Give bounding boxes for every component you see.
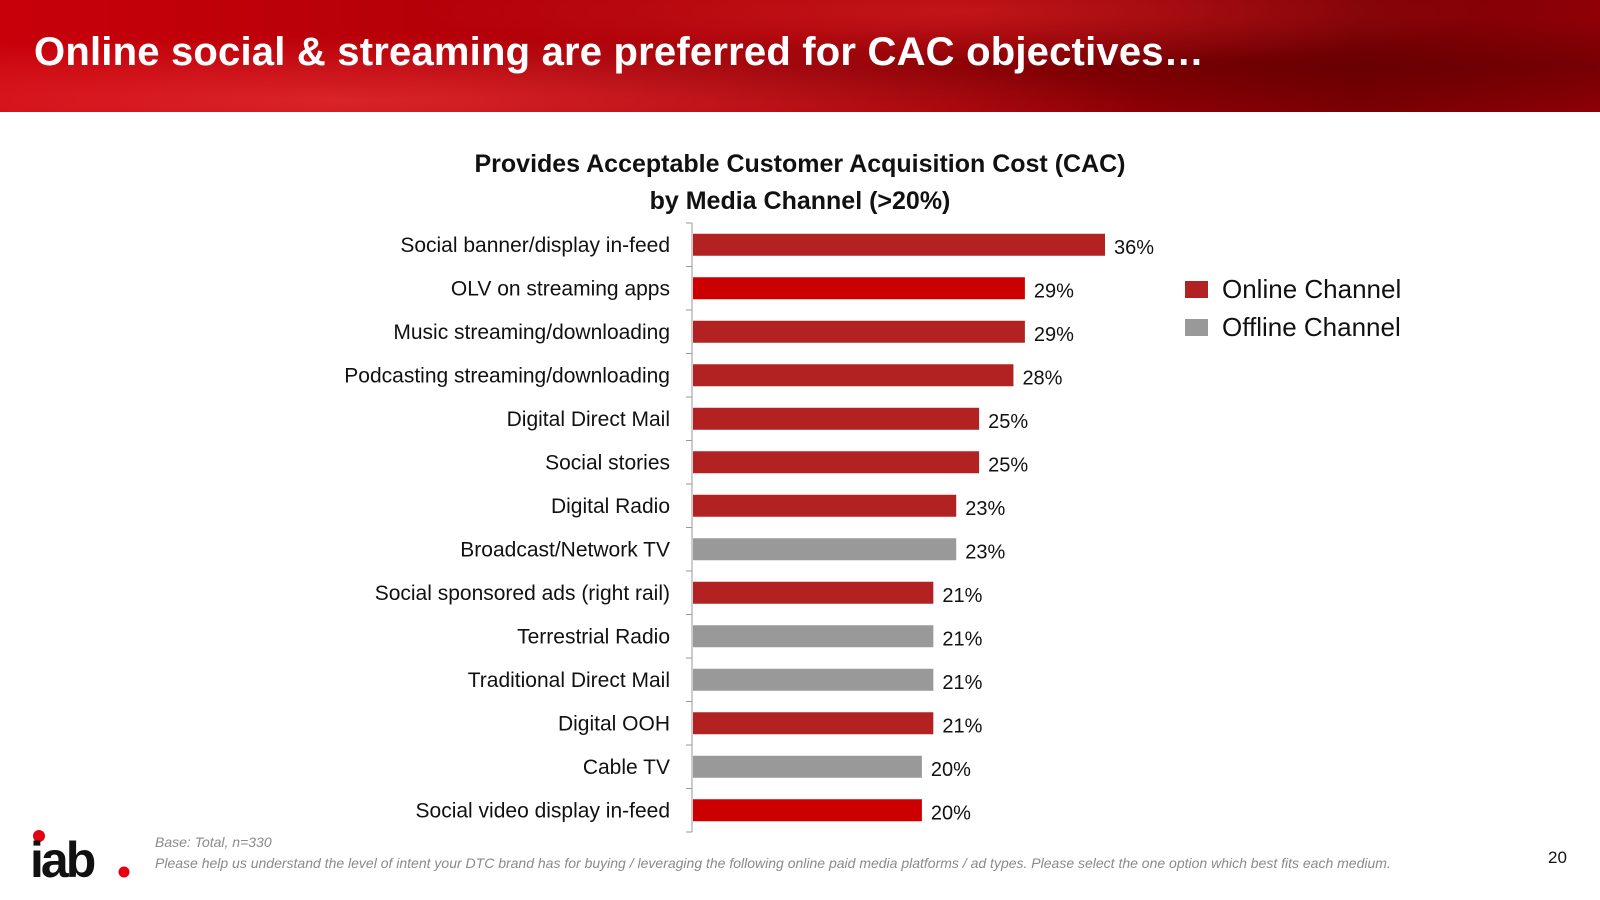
- chart-title-line-2: by Media Channel (>20%): [649, 187, 951, 215]
- question-note: Please help us understand the level of i…: [155, 855, 1391, 871]
- bar: [693, 407, 980, 430]
- bar: [693, 364, 1014, 387]
- base-note: Base: Total, n=330: [155, 834, 272, 850]
- legend-swatch-online: [1185, 280, 1208, 298]
- category-label: Digital Radio: [551, 495, 670, 518]
- page-number: 20: [1548, 848, 1567, 867]
- category-label: Music streaming/downloading: [393, 321, 670, 344]
- value-label: 28%: [1022, 367, 1062, 389]
- category-label: Digital OOH: [558, 712, 670, 735]
- bar: [693, 668, 934, 691]
- category-label: Podcasting streaming/downloading: [344, 364, 670, 387]
- value-label: 21%: [942, 715, 982, 737]
- bar: [693, 320, 1025, 343]
- value-label: 25%: [988, 411, 1028, 433]
- bar: [693, 625, 934, 648]
- chart-title: Provides Acceptable Customer Acquisition…: [400, 146, 1200, 220]
- value-label: 36%: [1114, 237, 1154, 259]
- legend-item-offline: Offline Channel: [1185, 308, 1401, 346]
- bar: [693, 277, 1025, 300]
- bar: [693, 581, 934, 604]
- value-label: 23%: [965, 541, 1005, 563]
- category-label: Traditional Direct Mail: [468, 669, 670, 692]
- value-label: 20%: [931, 802, 971, 824]
- chart-legend: Online Channel Offline Channel: [1185, 270, 1401, 346]
- legend-item-online: Online Channel: [1185, 270, 1401, 308]
- value-label: 23%: [965, 498, 1005, 520]
- legend-swatch-offline: [1185, 318, 1208, 336]
- bar: [693, 451, 980, 474]
- value-label: 21%: [942, 628, 982, 650]
- page-title: Online social & streaming are preferred …: [34, 30, 1204, 74]
- bar: [693, 233, 1105, 256]
- value-label: 21%: [942, 585, 982, 607]
- legend-label-online: Online Channel: [1222, 273, 1402, 304]
- category-label: Social stories: [545, 451, 670, 474]
- bar: [693, 494, 957, 517]
- chart-title-line-1: Provides Acceptable Customer Acquisition…: [474, 150, 1126, 178]
- category-label: Social banner/display in-feed: [400, 234, 670, 257]
- header-banner: Online social & streaming are preferred …: [0, 0, 1600, 112]
- bar: [693, 538, 957, 561]
- value-label: 25%: [988, 454, 1028, 476]
- category-label: Cable TV: [583, 756, 670, 779]
- iab-logo: iab: [30, 830, 130, 885]
- category-label: Social video display in-feed: [416, 799, 670, 822]
- value-label: 29%: [1034, 324, 1074, 346]
- category-label: Social sponsored ads (right rail): [375, 582, 670, 605]
- category-label: OLV on streaming apps: [451, 277, 670, 300]
- value-label: 21%: [942, 672, 982, 694]
- category-label: Broadcast/Network TV: [460, 538, 670, 561]
- category-label: Terrestrial Radio: [517, 625, 670, 648]
- iab-logo-text: iab: [30, 832, 95, 885]
- bar: [693, 712, 934, 735]
- bar: [693, 799, 922, 822]
- footnote: Base: Total, n=330 Please help us unders…: [155, 832, 1455, 874]
- value-label: 20%: [931, 759, 971, 781]
- category-label: Digital Direct Mail: [507, 408, 670, 431]
- legend-label-offline: Offline Channel: [1222, 311, 1401, 342]
- bar: [693, 755, 922, 778]
- value-label: 29%: [1034, 280, 1074, 302]
